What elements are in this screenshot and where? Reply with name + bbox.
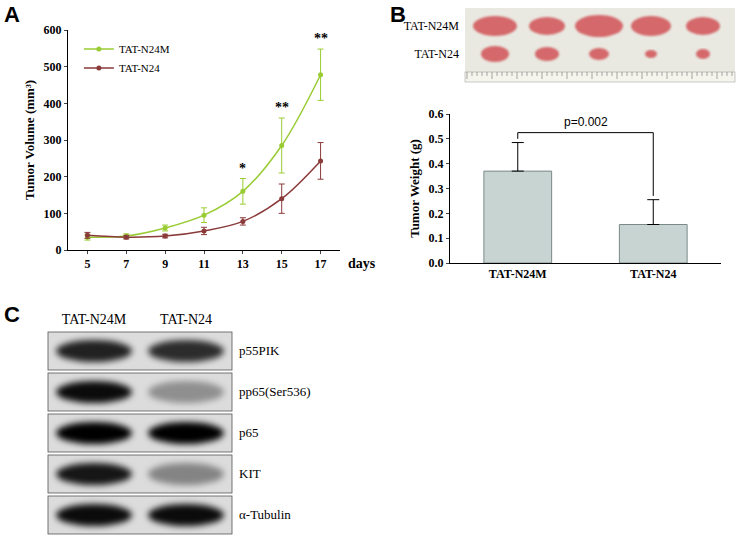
svg-text:0.2: 0.2 [429,207,444,221]
svg-text:Tumor Volume (mm³): Tumor Volume (mm³) [22,80,37,200]
svg-text:TAT-N24M: TAT-N24M [489,267,547,281]
svg-text:17: 17 [315,257,327,271]
svg-text:Tumor Weight (g): Tumor Weight (g) [407,139,422,238]
svg-text:400: 400 [44,97,62,111]
svg-text:100: 100 [44,207,62,221]
svg-text:C: C [4,302,20,327]
svg-text:11: 11 [198,257,209,271]
svg-text:TAT-N24: TAT-N24 [630,267,676,281]
svg-text:0.4: 0.4 [429,157,444,171]
svg-text:0.1: 0.1 [429,231,444,245]
svg-text:7: 7 [123,257,129,271]
svg-text:0.5: 0.5 [429,132,444,146]
svg-text:300: 300 [44,133,62,147]
svg-text:600: 600 [44,23,62,37]
svg-text:200: 200 [44,170,62,184]
svg-text:500: 500 [44,60,62,74]
svg-text:0.0: 0.0 [429,256,444,270]
svg-text:TAT-N24: TAT-N24 [119,62,160,74]
svg-text:p=0.002: p=0.002 [564,115,608,129]
svg-text:0.3: 0.3 [429,182,444,196]
svg-text:TAT-N24: TAT-N24 [160,312,212,327]
svg-text:*: * [239,161,246,176]
svg-text:TAT-N24: TAT-N24 [414,47,459,61]
svg-text:TAT-N24M: TAT-N24M [62,312,127,327]
svg-text:13: 13 [237,257,249,271]
svg-text:p65: p65 [239,425,259,440]
svg-text:days: days [348,256,376,271]
svg-text:KIT: KIT [239,466,261,481]
svg-text:0: 0 [56,243,62,257]
svg-text:**: ** [314,31,328,46]
svg-text:p55PIK: p55PIK [239,343,280,358]
html-text:B: B [390,2,406,27]
svg-text:α-Tubulin: α-Tubulin [239,507,291,522]
svg-text:15: 15 [276,257,288,271]
svg-text:9: 9 [162,257,168,271]
svg-text:pp65(Ser536): pp65(Ser536) [239,384,311,399]
svg-text:TAT-N24M: TAT-N24M [119,43,170,55]
svg-text:0.6: 0.6 [429,107,444,121]
html-text:A: A [4,2,20,27]
svg-text:5: 5 [84,257,90,271]
svg-text:TAT-N24M: TAT-N24M [404,19,460,33]
svg-text:**: ** [275,100,289,115]
